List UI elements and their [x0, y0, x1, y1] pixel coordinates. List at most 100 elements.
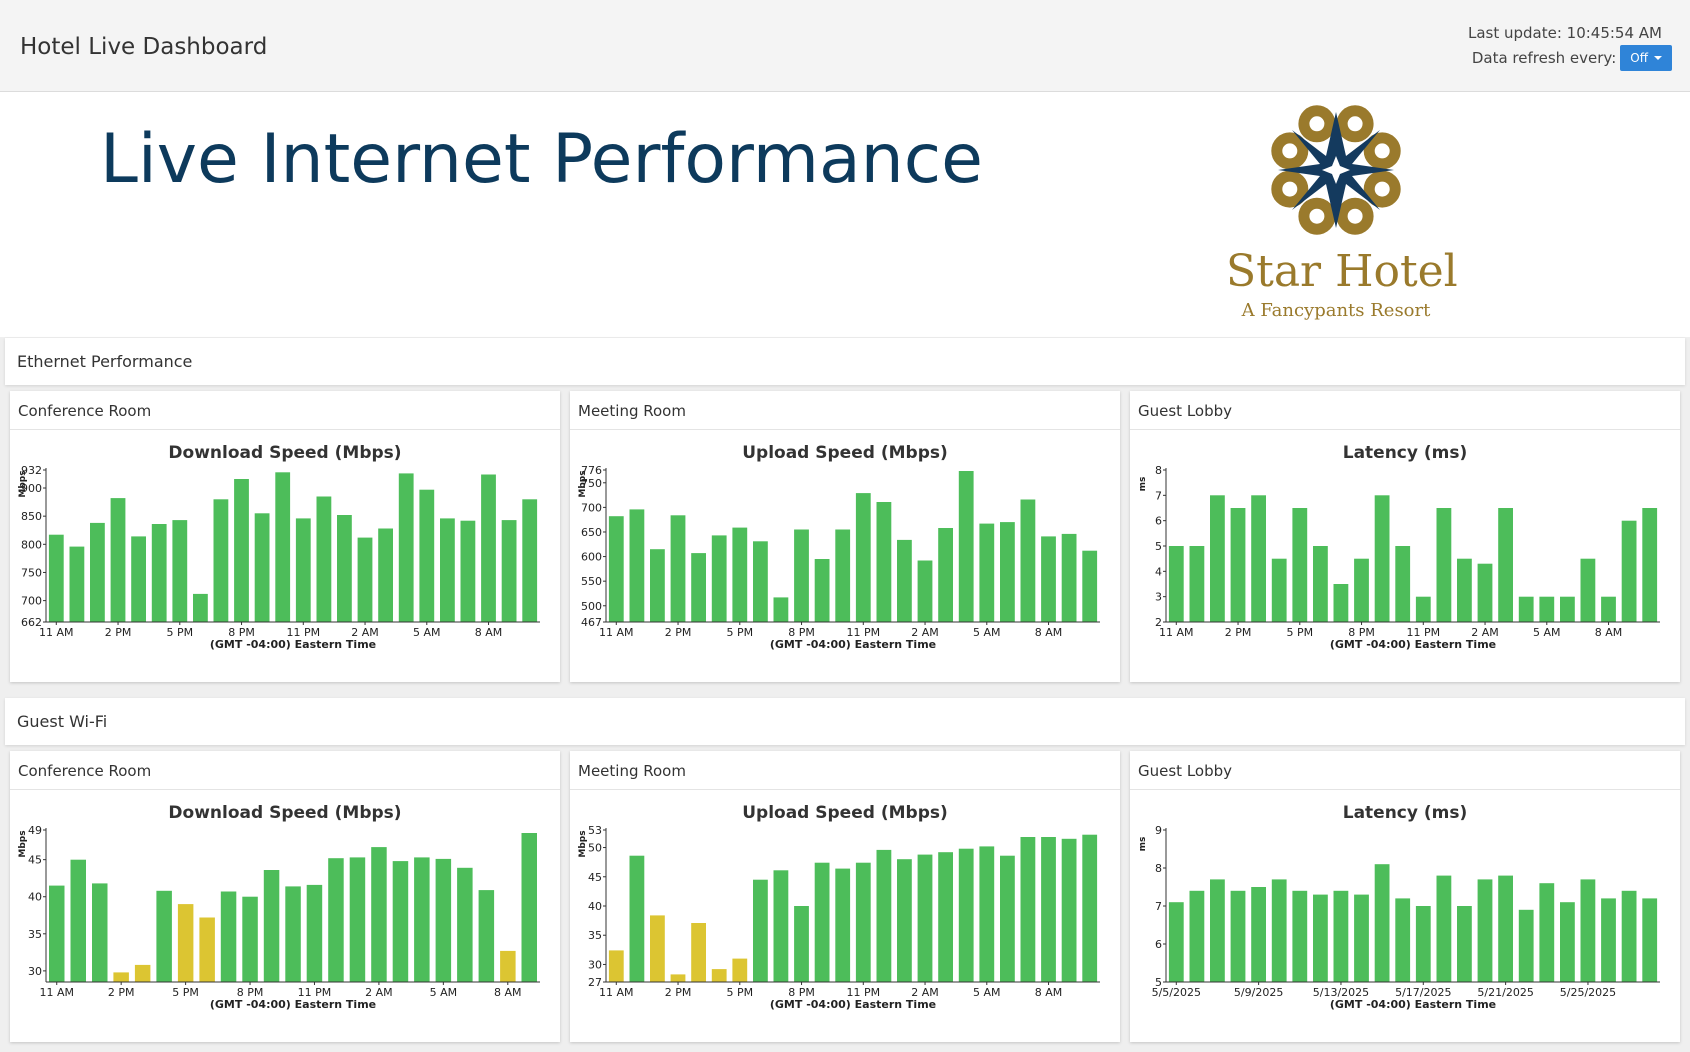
bar[interactable] — [1395, 546, 1411, 622]
bar[interactable] — [213, 499, 229, 622]
bar[interactable] — [440, 518, 455, 622]
bar[interactable] — [691, 553, 706, 622]
bar[interactable] — [1333, 890, 1349, 982]
bar[interactable] — [193, 593, 208, 622]
bar[interactable] — [1415, 596, 1431, 622]
bar[interactable] — [1560, 902, 1575, 982]
bar[interactable] — [814, 559, 830, 622]
bar[interactable] — [1000, 522, 1015, 622]
bar[interactable] — [1498, 875, 1513, 982]
bar[interactable] — [481, 474, 496, 623]
bar[interactable] — [773, 870, 789, 982]
bar[interactable] — [1292, 508, 1308, 622]
bar[interactable] — [732, 527, 748, 622]
bar[interactable] — [711, 535, 727, 622]
bar[interactable] — [1539, 596, 1555, 622]
bar[interactable] — [521, 833, 538, 982]
bar[interactable] — [773, 597, 789, 622]
bar[interactable] — [650, 915, 665, 982]
bar[interactable] — [1518, 909, 1534, 982]
bar[interactable] — [1477, 879, 1493, 982]
bar[interactable] — [435, 858, 452, 982]
bar[interactable] — [938, 852, 953, 982]
bar[interactable] — [392, 861, 409, 982]
bar[interactable] — [328, 858, 344, 982]
bar[interactable] — [650, 549, 665, 622]
bar[interactable] — [1041, 536, 1056, 622]
bar[interactable] — [1354, 558, 1369, 622]
bar[interactable] — [938, 528, 953, 622]
bar[interactable] — [794, 906, 809, 982]
bar[interactable] — [306, 884, 323, 982]
bar[interactable] — [69, 546, 85, 622]
bar[interactable] — [1020, 499, 1036, 623]
bar[interactable] — [172, 520, 188, 622]
bar[interactable] — [1313, 894, 1328, 982]
bar[interactable] — [254, 513, 270, 622]
bar[interactable] — [1020, 837, 1036, 982]
bar[interactable] — [1168, 546, 1184, 622]
bar[interactable] — [263, 870, 280, 982]
bar[interactable] — [1621, 520, 1637, 622]
bar[interactable] — [1621, 890, 1637, 982]
bar[interactable] — [92, 883, 108, 982]
bar[interactable] — [670, 515, 686, 622]
bar[interactable] — [876, 849, 892, 982]
bar[interactable] — [876, 502, 892, 622]
bar[interactable] — [835, 868, 851, 982]
bar[interactable] — [855, 493, 871, 622]
bar[interactable] — [1354, 894, 1369, 982]
bar[interactable] — [1210, 495, 1225, 622]
bar[interactable] — [1000, 855, 1015, 982]
bar[interactable] — [275, 472, 291, 622]
bar[interactable] — [478, 890, 495, 982]
bar[interactable] — [1395, 898, 1411, 982]
bar[interactable] — [1642, 508, 1658, 622]
bar[interactable] — [177, 904, 194, 982]
bar[interactable] — [49, 885, 65, 982]
bar[interactable] — [753, 879, 768, 982]
bar[interactable] — [220, 891, 237, 983]
bar[interactable] — [349, 857, 366, 982]
bar[interactable] — [110, 498, 126, 622]
bar[interactable] — [1477, 563, 1493, 622]
bar[interactable] — [1580, 558, 1596, 622]
bar[interactable] — [1210, 879, 1225, 982]
bar[interactable] — [958, 471, 974, 622]
bar[interactable] — [316, 496, 332, 623]
bar[interactable] — [629, 509, 645, 622]
bar[interactable] — [1518, 596, 1534, 622]
bar[interactable] — [1041, 837, 1056, 982]
bar[interactable] — [70, 859, 87, 982]
bar[interactable] — [113, 972, 129, 982]
bar[interactable] — [1374, 495, 1390, 622]
bar[interactable] — [90, 522, 105, 622]
app-title[interactable]: Hotel Live Dashboard — [20, 34, 268, 60]
bar[interactable] — [419, 489, 435, 622]
bar[interactable] — [234, 479, 249, 622]
bar[interactable] — [629, 855, 645, 982]
bar[interactable] — [1601, 596, 1616, 622]
bar[interactable] — [1230, 890, 1246, 982]
bar[interactable] — [1539, 883, 1555, 982]
bar[interactable] — [897, 539, 912, 622]
bar[interactable] — [794, 529, 809, 623]
bar[interactable] — [917, 560, 933, 623]
bar[interactable] — [357, 537, 373, 622]
bar[interactable] — [917, 854, 933, 982]
bar[interactable] — [753, 541, 768, 622]
bar[interactable] — [1374, 864, 1390, 982]
bar[interactable] — [1313, 546, 1328, 622]
bar[interactable] — [1292, 890, 1308, 982]
bar[interactable] — [1457, 906, 1472, 982]
bar[interactable] — [608, 950, 624, 982]
bar[interactable] — [732, 958, 748, 982]
bar[interactable] — [398, 473, 414, 622]
bar[interactable] — [1601, 898, 1616, 982]
bar[interactable] — [1415, 906, 1431, 982]
refresh-dropdown-button[interactable]: Off — [1620, 45, 1672, 71]
bar[interactable] — [897, 859, 912, 982]
bar[interactable] — [979, 523, 995, 622]
bar[interactable] — [337, 515, 352, 622]
bar[interactable] — [501, 520, 517, 622]
